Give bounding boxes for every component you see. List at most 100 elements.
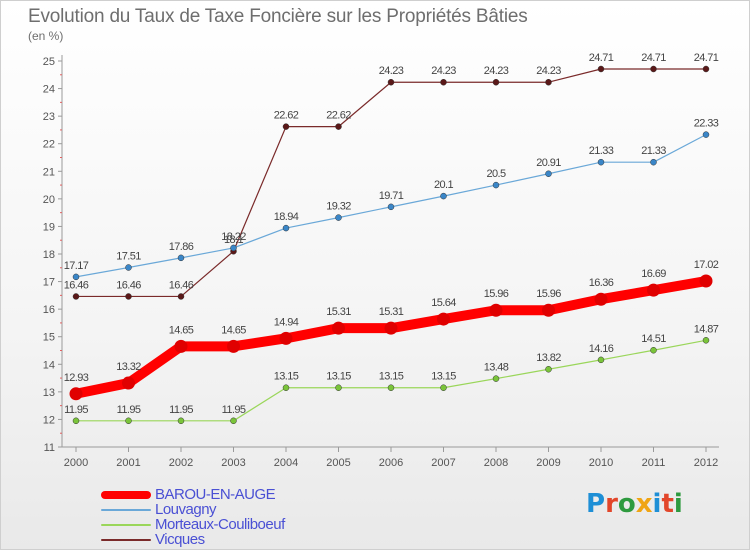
data-label: 24.23 [484, 65, 509, 77]
data-label: 13.32 [116, 361, 141, 373]
data-label: 11.95 [169, 404, 193, 416]
x-tick-label: 2003 [221, 457, 245, 469]
data-label: 13.48 [484, 362, 509, 374]
data-label: 16.46 [169, 279, 194, 291]
data-point [597, 158, 605, 166]
data-label: 20.91 [536, 157, 561, 169]
data-label: 24.71 [641, 52, 666, 64]
data-label: 15.96 [484, 288, 509, 300]
data-point [125, 293, 132, 300]
data-point [72, 293, 80, 300]
data-point [177, 254, 185, 262]
data-point [545, 365, 552, 373]
data-label: 22.33 [694, 118, 719, 130]
data-label: 24.71 [694, 52, 719, 64]
data-label: 13.15 [274, 371, 299, 383]
data-point [440, 384, 447, 391]
y-tick-label: 12 [43, 414, 55, 426]
data-label: 15.96 [536, 288, 561, 300]
y-tick-label: 17 [43, 277, 55, 289]
data-point [597, 65, 605, 73]
series-line-3 [75, 68, 707, 298]
y-tick-label: 24 [43, 84, 55, 96]
legend-item: Vicques [101, 532, 285, 547]
data-point [647, 283, 660, 297]
logo-letter: i [652, 489, 662, 519]
data-label: 14.16 [589, 343, 614, 355]
data-point [174, 339, 188, 353]
data-label: 13.82 [536, 352, 561, 364]
legend-swatch [101, 508, 151, 511]
data-label: 24.71 [589, 52, 614, 64]
x-tick-label: 2001 [116, 457, 140, 469]
data-label: 24.23 [431, 65, 456, 77]
x-tick-label: 2010 [589, 457, 613, 469]
y-tick-label: 21 [43, 166, 55, 178]
data-label: 19.32 [326, 201, 351, 213]
x-tick-label: 2002 [169, 457, 193, 469]
data-label: 11.95 [117, 404, 141, 416]
data-point [542, 303, 555, 317]
logo-letter: x [635, 489, 653, 519]
data-label: 11.95 [222, 404, 246, 416]
data-point [72, 273, 80, 281]
legend-item: BAROU-EN-AUGE [101, 487, 285, 502]
legend-item: Louvagny [101, 502, 285, 517]
data-label: 13.15 [431, 371, 456, 383]
data-point [282, 123, 290, 130]
y-tick-label: 19 [43, 221, 55, 233]
data-label: 13.15 [379, 371, 404, 383]
data-point [335, 384, 342, 391]
legend-item: Morteaux-Couliboeuf [101, 517, 285, 532]
y-tick-label: 11 [44, 442, 55, 454]
data-point [72, 417, 80, 425]
data-point [594, 292, 608, 306]
data-point [492, 78, 500, 86]
data-point [492, 181, 500, 189]
data-point [702, 337, 710, 344]
data-point [230, 244, 237, 252]
data-label: 17.02 [694, 259, 719, 271]
y-tick-label: 14 [43, 359, 55, 371]
legend-swatch [101, 523, 151, 526]
y-tick-label: 23 [43, 111, 55, 123]
data-label: 14.51 [641, 333, 666, 345]
data-point [282, 224, 290, 232]
data-point [492, 375, 500, 382]
data-label: 18.22 [221, 231, 246, 243]
data-point [384, 321, 398, 335]
data-label: 21.33 [641, 145, 666, 157]
data-point [279, 331, 293, 345]
x-tick-label: 2004 [274, 457, 298, 469]
x-tick-label: 2008 [484, 457, 508, 469]
data-label: 15.31 [326, 306, 351, 318]
y-tick-label: 20 [43, 194, 55, 206]
x-tick-label: 2007 [431, 457, 455, 469]
legend-label: Morteaux-Couliboeuf [155, 516, 285, 533]
data-label: 12.93 [64, 372, 89, 384]
data-label: 19.71 [379, 190, 404, 202]
data-label: 24.23 [536, 65, 561, 77]
data-point [387, 384, 395, 391]
data-point [440, 192, 447, 200]
legend-label: Vicques [155, 531, 205, 548]
x-tick-label: 2012 [694, 457, 718, 469]
data-point [489, 303, 503, 317]
x-tick-label: 2000 [64, 457, 88, 469]
data-label: 15.64 [431, 297, 456, 309]
y-tick-label: 18 [43, 249, 55, 261]
data-point [699, 274, 713, 288]
data-label: 20.5 [486, 168, 505, 180]
data-label: 13.15 [326, 371, 351, 383]
y-tick-label: 25 [43, 56, 55, 68]
data-label: 18.1 [224, 234, 243, 246]
data-point [545, 170, 552, 178]
data-label: 17.17 [64, 260, 89, 272]
data-point [702, 131, 710, 138]
data-point [387, 78, 395, 86]
data-label: 24.23 [379, 65, 404, 77]
y-tick-label: 13 [43, 387, 55, 399]
data-label: 18.94 [274, 211, 299, 223]
data-label: 14.87 [694, 323, 719, 335]
